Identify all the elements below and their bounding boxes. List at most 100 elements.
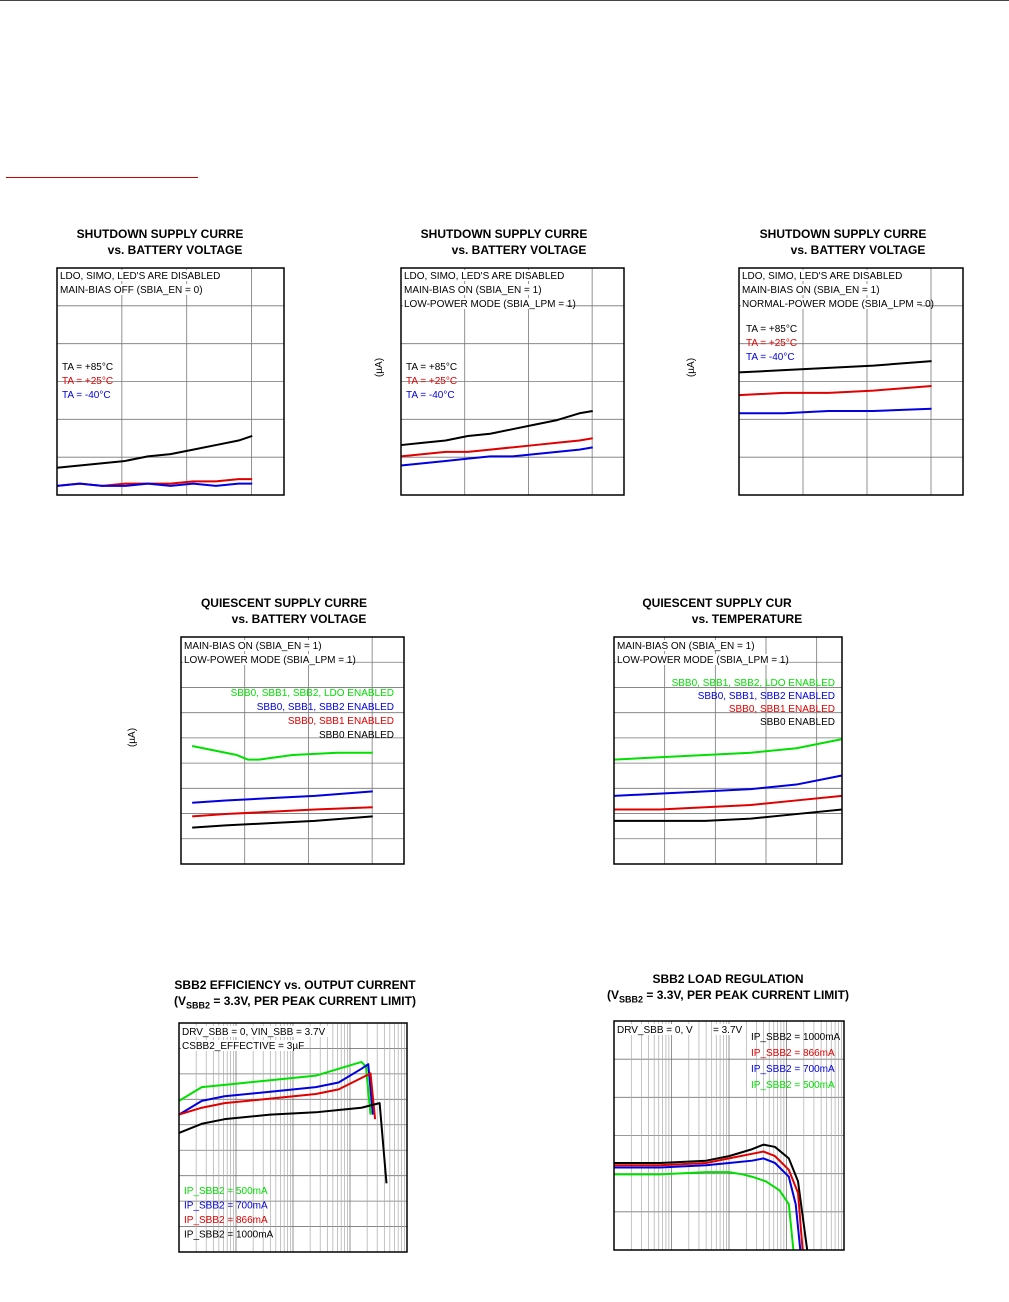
plot-frame	[180, 636, 405, 865]
top-rule	[0, 0, 1009, 1]
legend-label-2: IP_SBB2 = 700mA	[184, 1201, 268, 1212]
chart-3-title: SHUTDOWN SUPPLY CURRE vs. BATTERY VOLTAGE	[759, 227, 927, 257]
series-line-2	[400, 437, 593, 458]
legend-label-3: SBB0, SBB1 ENABLED	[729, 704, 835, 715]
chart-2-ylabel: (µA)	[374, 357, 386, 378]
legend-label-3: TA = -40°C	[746, 352, 795, 363]
header-link-underline	[6, 177, 198, 178]
legend-label-4: SBB0 ENABLED	[760, 717, 835, 728]
plot-frame	[56, 267, 285, 496]
grid	[614, 637, 842, 864]
legend-label-3: TA = -40°C	[406, 390, 455, 401]
series-line-2	[192, 790, 373, 804]
plot-frame	[178, 1022, 408, 1253]
series-line-1	[178, 1060, 372, 1115]
annotation-text: NORMAL-POWER MODE (SBIA_LPM = 0)	[742, 299, 934, 310]
legend-label-1: SBB0, SBB1, SBB2, LDO ENABLED	[672, 678, 835, 689]
annotation-text: MAIN-BIAS ON (SBIA_EN = 1)	[617, 641, 755, 652]
annotation-bg	[741, 284, 887, 295]
chart-7: DRV_SBB = 0, V = 3.7V IP_SBB2 = 1000mA IP_S…	[613, 1020, 845, 1251]
legend-label-2: SBB0, SBB1, SBB2 ENABLED	[257, 702, 394, 713]
series-line-4	[178, 1102, 388, 1184]
legend-label-1: TA = +85°C	[406, 362, 457, 373]
annotation-text: LDO, SIMO, LED'S ARE DISABLED	[742, 271, 902, 282]
legend-label-1: TA = +85°C	[746, 324, 797, 335]
legend-label-3: IP_SBB2 = 700mA	[751, 1064, 835, 1075]
series-line-3	[400, 446, 593, 467]
chart-7-title: SBB2 LOAD REGULATION (VSBB2 = 3.3V, PER …	[607, 972, 849, 1005]
grid	[181, 637, 404, 864]
chart-4-title: QUIESCENT SUPPLY CURRE vs. BATTERY VOLTAG…	[200, 596, 368, 626]
chart-1-title: SHUTDOWN SUPPLY CURRE vs. BATTERY VOLTAGE	[76, 227, 244, 257]
annotation-text: LDO, SIMO, LED'S ARE DISABLED	[404, 271, 564, 282]
annotation-text: CSBB2_EFFECTIVE = 3µF	[182, 1041, 304, 1052]
annotation-text: MAIN-BIAS ON (SBIA_EN = 1)	[184, 641, 322, 652]
annotation-bg	[403, 270, 566, 281]
series-line-3	[614, 794, 843, 811]
chart-1: LDO, SIMO, LED'S ARE DISABLED MAIN-BIAS O…	[56, 267, 285, 496]
series-line-2	[738, 385, 932, 397]
plot-frame	[400, 267, 625, 496]
legend-label-4: IP_SBB2 = 500mA	[751, 1080, 835, 1091]
series-line-4	[614, 1171, 795, 1251]
annotation-text: LDO, SIMO, LED'S ARE DISABLED	[60, 271, 220, 282]
annotation-bg	[616, 640, 762, 651]
legend-label-2: SBB0, SBB1, SBB2 ENABLED	[698, 691, 835, 702]
series-line-3	[178, 1072, 377, 1120]
plot-frame	[613, 636, 843, 865]
legend-label-1: IP_SBB2 = 1000mA	[751, 1032, 841, 1043]
annotation-text: LOW-POWER MODE (SBIA_LPM = 1)	[617, 655, 789, 666]
legend-label-3: TA = -40°C	[62, 390, 111, 401]
annotation-bg	[181, 1040, 299, 1051]
annotation-text: = 3.7V	[713, 1025, 743, 1036]
plot-frame	[613, 1020, 845, 1251]
annotation-text: MAIN-BIAS ON (SBIA_EN = 1)	[742, 285, 880, 296]
legend-label-4: IP_SBB2 = 1000mA	[184, 1230, 274, 1241]
annotation-bg	[181, 1026, 333, 1037]
chart-5: MAIN-BIAS ON (SBIA_EN = 1) LOW-POWER MODE…	[613, 636, 843, 865]
legend-label-2: IP_SBB2 = 866mA	[751, 1048, 835, 1059]
annotation-bg	[741, 270, 904, 281]
series-line-1	[613, 738, 843, 761]
chart-4-ylabel: (µA)	[127, 727, 139, 748]
annotation-bg	[59, 270, 222, 281]
annotation-bg	[183, 654, 346, 665]
annotation-bg	[403, 298, 566, 309]
legend-label-1: TA = +85°C	[62, 362, 113, 373]
series-line-2	[613, 774, 843, 797]
series-line-3	[614, 1157, 802, 1251]
legend-label-2: TA = +25°C	[62, 376, 113, 387]
series-line-1	[191, 744, 373, 761]
chart-2-title: SHUTDOWN SUPPLY CURRE vs. BATTERY VOLTAGE	[420, 227, 588, 257]
grid	[57, 268, 284, 495]
legend-label-4: SBB0 ENABLED	[319, 730, 394, 741]
chart-6-title: SBB2 EFFICIENCY vs. OUTPUT CURRENT (VSBB…	[174, 978, 416, 1011]
series-line-1	[738, 360, 932, 374]
grid	[613, 1021, 844, 1250]
annotation-bg	[183, 640, 329, 651]
annotation-text: LOW-POWER MODE (SBIA_LPM = 1)	[184, 655, 356, 666]
series-line-3	[739, 407, 932, 415]
series-line-4	[614, 808, 843, 822]
legend-label-2: TA = +25°C	[746, 338, 797, 349]
chart-2: LDO, SIMO, LED'S ARE DISABLED MAIN-BIAS O…	[400, 267, 625, 496]
chart-3: LDO, SIMO, LED'S ARE DISABLED MAIN-BIAS O…	[738, 267, 964, 496]
series-line-2	[614, 1150, 804, 1251]
plot-frame	[738, 267, 964, 496]
legend-label-1: IP_SBB2 = 500mA	[184, 1186, 268, 1197]
chart-4: MAIN-BIAS ON (SBIA_EN = 1) LOW-POWER MODE…	[180, 636, 405, 865]
series-line-3	[192, 806, 373, 818]
annotation-text: MAIN-BIAS OFF (SBIA_EN = 0)	[60, 285, 203, 296]
annotation-bg	[616, 654, 779, 665]
annotation-text: DRV_SBB = 0, V	[617, 1025, 693, 1036]
legend-label-2: TA = +25°C	[406, 376, 457, 387]
chart-6: DRV_SBB = 0, VIN_SBB = 3.7V CSBB2_EFFECTI…	[178, 1022, 408, 1253]
annotation-bg	[741, 298, 921, 309]
series-line-2	[178, 1063, 374, 1116]
annotation-text: MAIN-BIAS ON (SBIA_EN = 1)	[404, 285, 542, 296]
series-line-3	[56, 482, 253, 487]
annotation-bg	[403, 284, 549, 295]
series-line-1	[614, 1143, 809, 1251]
chart-3-ylabel: (µA)	[686, 357, 698, 378]
series-line-1	[56, 435, 253, 469]
